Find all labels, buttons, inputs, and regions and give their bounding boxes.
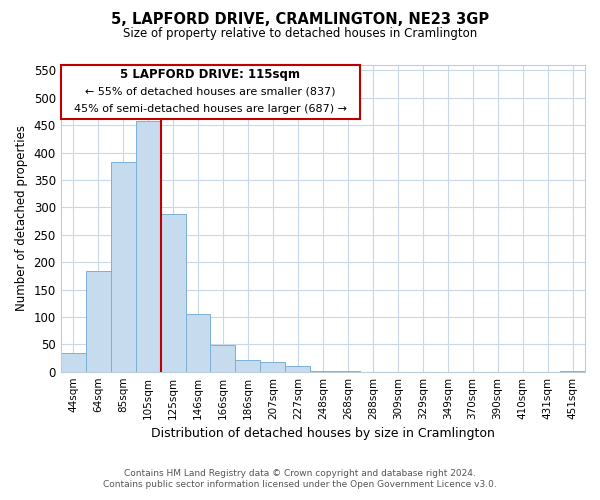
Bar bbox=[185, 314, 211, 372]
Bar bbox=[211, 346, 235, 372]
Text: Contains public sector information licensed under the Open Government Licence v3: Contains public sector information licen… bbox=[103, 480, 497, 489]
Text: ← 55% of detached houses are smaller (837): ← 55% of detached houses are smaller (83… bbox=[85, 87, 335, 97]
Text: Size of property relative to detached houses in Cramlington: Size of property relative to detached ho… bbox=[123, 28, 477, 40]
Bar bbox=[61, 352, 86, 372]
FancyBboxPatch shape bbox=[61, 65, 359, 118]
Text: 5 LAPFORD DRIVE: 115sqm: 5 LAPFORD DRIVE: 115sqm bbox=[120, 68, 300, 81]
Bar bbox=[235, 360, 260, 372]
Bar bbox=[260, 362, 286, 372]
Bar bbox=[335, 371, 360, 372]
Text: Contains HM Land Registry data © Crown copyright and database right 2024.: Contains HM Land Registry data © Crown c… bbox=[124, 468, 476, 477]
X-axis label: Distribution of detached houses by size in Cramlington: Distribution of detached houses by size … bbox=[151, 427, 495, 440]
Bar bbox=[560, 371, 585, 372]
Text: 45% of semi-detached houses are larger (687) →: 45% of semi-detached houses are larger (… bbox=[74, 104, 347, 114]
Bar bbox=[136, 122, 161, 372]
Bar bbox=[86, 272, 110, 372]
Bar bbox=[110, 162, 136, 372]
Y-axis label: Number of detached properties: Number of detached properties bbox=[15, 126, 28, 312]
Bar bbox=[310, 371, 335, 372]
Bar bbox=[161, 214, 185, 372]
Text: 5, LAPFORD DRIVE, CRAMLINGTON, NE23 3GP: 5, LAPFORD DRIVE, CRAMLINGTON, NE23 3GP bbox=[111, 12, 489, 28]
Bar bbox=[286, 366, 310, 372]
